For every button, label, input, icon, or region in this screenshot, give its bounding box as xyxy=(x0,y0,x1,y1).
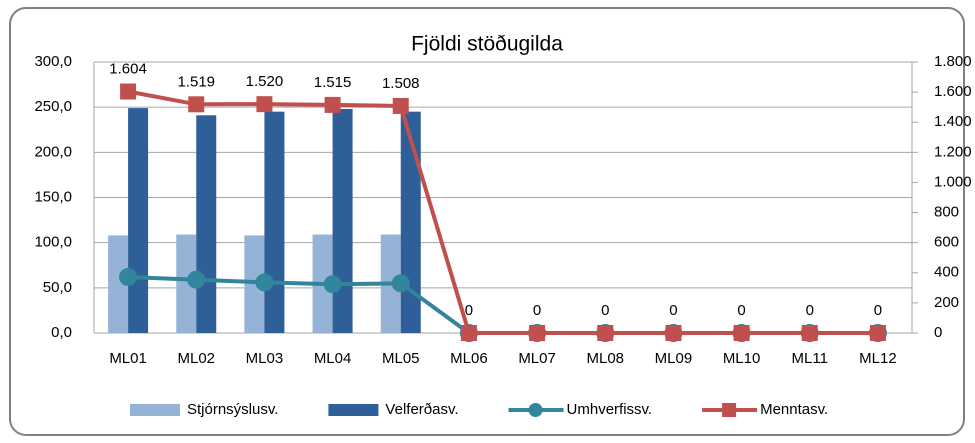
y2-tick-label: 1.000 xyxy=(934,173,972,190)
marker xyxy=(391,274,410,293)
data-label: 0 xyxy=(669,302,677,319)
chart-title: Fjöldi stöðugilda xyxy=(411,33,563,56)
data-label: 1.520 xyxy=(246,73,284,90)
y2-tick-label: 1.200 xyxy=(934,143,972,160)
bar xyxy=(196,115,217,334)
data-label: 1.519 xyxy=(177,73,215,90)
legend-label: Umhverfissv. xyxy=(567,401,653,418)
data-label: 0 xyxy=(737,302,745,319)
marker xyxy=(869,325,886,341)
data-label: 0 xyxy=(601,302,609,319)
line xyxy=(127,89,878,335)
marker xyxy=(256,96,273,113)
marker xyxy=(665,325,682,341)
x-tick-label: ML03 xyxy=(246,350,284,367)
x-tick-label: ML09 xyxy=(655,350,693,367)
y2-tick-label: 0 xyxy=(934,324,942,341)
legend-key xyxy=(722,403,737,417)
bar xyxy=(108,235,129,333)
marker xyxy=(119,267,138,286)
data-label: 1.604 xyxy=(109,60,147,77)
x-tick-label: ML06 xyxy=(450,350,488,367)
bar xyxy=(176,234,197,333)
bar xyxy=(264,111,285,333)
data-label: 0 xyxy=(874,302,882,319)
data-label: 1.508 xyxy=(382,75,420,92)
x-tick-label: ML05 xyxy=(382,350,420,367)
marker xyxy=(597,325,614,341)
y2-tick-label: 200 xyxy=(934,294,959,311)
bar xyxy=(244,235,265,333)
legend-key xyxy=(130,404,180,416)
marker xyxy=(392,97,409,114)
y-tick-label: 100,0 xyxy=(34,234,72,251)
y2-tick-label: 1.600 xyxy=(934,83,972,100)
marker xyxy=(801,325,818,341)
marker xyxy=(324,96,341,113)
y-tick-label: 50,0 xyxy=(43,279,72,296)
x-tick-label: ML11 xyxy=(792,350,828,367)
x-tick-label: ML01 xyxy=(109,350,147,367)
marker xyxy=(187,270,206,289)
y-tick-label: 150,0 xyxy=(34,188,72,205)
y-tick-label: 200,0 xyxy=(34,143,72,160)
marker xyxy=(120,83,137,100)
marker xyxy=(255,273,274,292)
chart-frame xyxy=(9,7,965,436)
marker xyxy=(323,275,342,294)
x-tick-label: ML12 xyxy=(859,350,897,367)
x-tick-label: ML07 xyxy=(518,350,556,367)
legend-key xyxy=(328,404,379,416)
y2-tick-label: 800 xyxy=(934,204,959,221)
data-label: 0 xyxy=(806,302,814,319)
marker xyxy=(529,325,546,341)
y2-tick-label: 600 xyxy=(934,234,959,251)
y2-tick-label: 1.400 xyxy=(934,113,972,130)
x-tick-label: ML04 xyxy=(314,350,352,367)
marker xyxy=(188,96,205,113)
data-label: 1.515 xyxy=(314,74,352,91)
y2-tick-label: 400 xyxy=(934,264,959,281)
legend-key xyxy=(528,403,543,417)
y2-tick-label: 1.800 xyxy=(934,53,972,70)
x-tick-label: ML08 xyxy=(586,350,624,367)
bar xyxy=(332,108,353,334)
marker xyxy=(733,325,750,341)
legend-label: Velferðasv. xyxy=(385,401,458,418)
x-tick-label: ML10 xyxy=(723,350,761,367)
y-tick-label: 0,0 xyxy=(51,324,72,341)
bar xyxy=(128,108,149,333)
y-tick-label: 300,0 xyxy=(34,53,72,70)
y-tick-label: 250,0 xyxy=(34,98,72,115)
x-tick-label: ML02 xyxy=(177,350,215,367)
marker xyxy=(460,325,477,341)
legend-label: Menntasv. xyxy=(760,401,828,418)
data-label: 0 xyxy=(533,302,541,319)
data-label: 0 xyxy=(465,302,473,319)
legend-label: Stjórnsýslusv. xyxy=(187,401,278,418)
